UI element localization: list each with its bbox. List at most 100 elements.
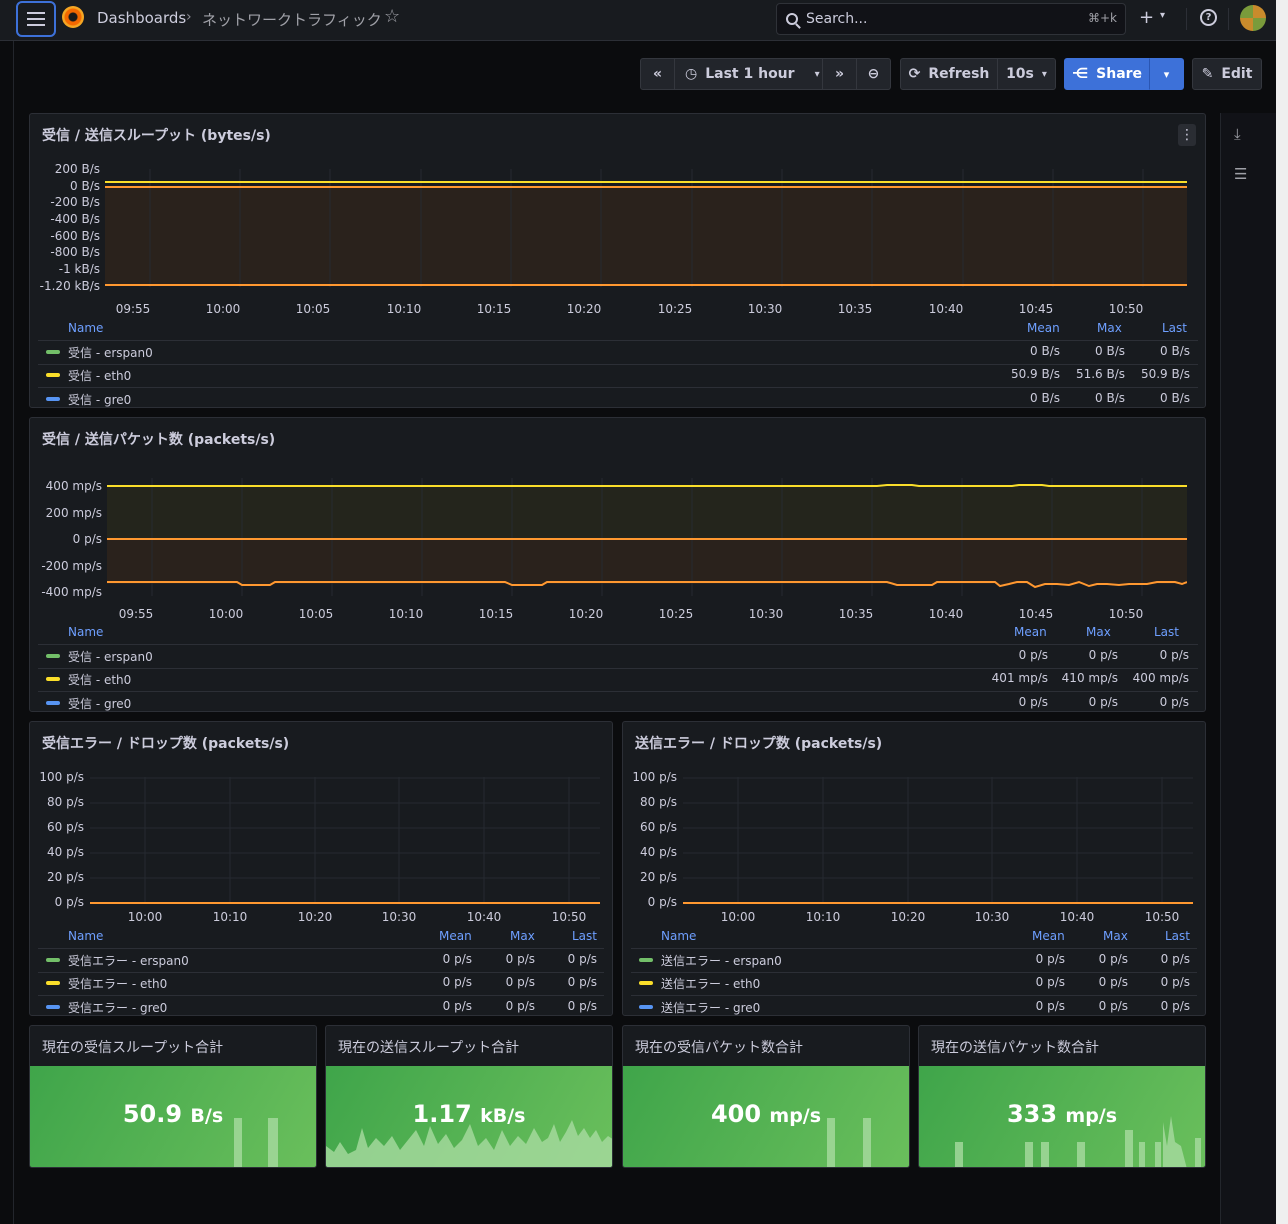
sparkline (234, 1118, 278, 1167)
y-tick: 60 p/s (640, 820, 677, 834)
stat-value: 400 mp/s (710, 1100, 822, 1128)
edit-button[interactable]: ✎ Edit (1192, 58, 1262, 90)
legend-mean: 0 p/s (1035, 952, 1065, 966)
y-tick: -400 B/s (50, 212, 100, 226)
legend-header-last[interactable]: Last (1154, 625, 1179, 639)
time-forward-button[interactable]: » (822, 58, 857, 90)
outline-list-icon[interactable]: ☰ (1234, 165, 1248, 183)
search-placeholder: Search... (806, 11, 868, 27)
timeseries-plot (107, 478, 1187, 596)
chevron-down-icon[interactable]: ▾ (1160, 10, 1166, 21)
legend-header-max[interactable]: Max (1086, 625, 1111, 639)
refresh-interval-picker[interactable]: 10s ▾ (997, 58, 1056, 90)
legend-last: 0 B/s (1160, 391, 1190, 405)
legend-header-name[interactable]: Name (68, 321, 104, 335)
x-tick: 10:50 (1108, 302, 1144, 316)
stat-body: 333 mp/s (919, 1066, 1205, 1167)
legend-header-max[interactable]: Max (1097, 321, 1122, 335)
x-tick: 10:40 (928, 302, 964, 316)
stat-tx-throughput: 現在の送信スループット合計 1.17 kB/s (325, 1025, 613, 1168)
x-tick: 09:55 (115, 302, 151, 316)
legend-item-name[interactable]: 受信エラー - gre0 (68, 1001, 168, 1015)
legend-swatch (46, 1005, 60, 1009)
help-icon[interactable]: ? (1200, 9, 1217, 26)
y-tick: 100 p/s (632, 770, 677, 784)
divider (38, 340, 1198, 341)
chevron-down-icon: ▾ (814, 68, 820, 80)
legend-swatch (46, 981, 60, 985)
refresh-icon: ⟳ (908, 66, 921, 82)
avatar[interactable] (1240, 5, 1266, 31)
time-range-picker[interactable]: ◷ Last 1 hour ▾ (674, 58, 823, 90)
y-tick: -600 B/s (50, 229, 100, 243)
stat-title: 現在の受信パケット数合計 (635, 1040, 803, 1056)
legend-swatch (46, 350, 60, 354)
legend-item-name[interactable]: 受信 - eth0 (68, 369, 132, 383)
zoom-out-icon[interactable]: ⊖ (856, 58, 891, 90)
legend-header-max[interactable]: Max (510, 929, 535, 943)
refresh-button[interactable]: ⟳ Refresh (900, 58, 998, 90)
plus-icon[interactable]: + (1139, 7, 1155, 28)
window-edge (1276, 0, 1288, 1224)
legend-header-name[interactable]: Name (68, 929, 104, 943)
x-tick: 10:45 (1018, 607, 1054, 621)
legend-header-mean[interactable]: Mean (439, 929, 472, 943)
legend-header-mean[interactable]: Mean (1027, 321, 1060, 335)
legend-header-name[interactable]: Name (68, 625, 104, 639)
x-tick: 10:45 (1018, 302, 1054, 316)
divider (38, 668, 1198, 669)
legend-item-name[interactable]: 受信エラー - eth0 (68, 977, 168, 991)
legend-last: 400 mp/s (1132, 671, 1189, 685)
panel-rx-errors: 受信エラー / ドロップ数 (packets/s) 100 p/s 80 p/s… (29, 721, 613, 1016)
legend-item-name[interactable]: 受信 - eth0 (68, 673, 132, 687)
x-tick: 10:10 (388, 607, 424, 621)
export-icon[interactable]: ⤓ (1234, 125, 1241, 143)
legend-item-name[interactable]: 受信エラー - erspan0 (68, 954, 189, 968)
legend-header-last[interactable]: Last (1165, 929, 1190, 943)
star-icon[interactable]: ☆ (384, 6, 401, 27)
legend-item-name[interactable]: 受信 - erspan0 (68, 650, 153, 664)
legend-header-mean[interactable]: Mean (1014, 625, 1047, 639)
legend-header-name[interactable]: Name (661, 929, 697, 943)
y-tick: 80 p/s (640, 795, 677, 809)
share-button[interactable]: ⋲ Share (1064, 58, 1150, 90)
legend-mean: 401 mp/s (991, 671, 1048, 685)
panel-menu-icon[interactable]: ⋮ (1178, 124, 1196, 146)
legend-item-name[interactable]: 受信 - erspan0 (68, 346, 153, 360)
legend-item-name[interactable]: 送信エラー - eth0 (661, 977, 761, 991)
legend-item-name[interactable]: 送信エラー - gre0 (661, 1001, 761, 1015)
x-tick: 10:15 (476, 302, 512, 316)
legend-mean: 0 p/s (1035, 975, 1065, 989)
divider (38, 972, 604, 973)
legend-header-last[interactable]: Last (572, 929, 597, 943)
breadcrumb-separator: › (186, 9, 192, 25)
x-tick: 10:35 (838, 607, 874, 621)
legend-max: 0 p/s (1098, 975, 1128, 989)
share-menu-button[interactable]: ▾ (1149, 58, 1184, 90)
legend-header-mean[interactable]: Mean (1032, 929, 1065, 943)
legend-item-name[interactable]: 受信 - gre0 (68, 697, 132, 711)
breadcrumb-dashboards[interactable]: Dashboards (97, 9, 187, 27)
legend-swatch (46, 654, 60, 658)
sparkline (326, 1120, 612, 1167)
divider (631, 948, 1197, 949)
legend-last: 0 p/s (567, 952, 597, 966)
grafana-logo-icon[interactable] (62, 6, 84, 28)
search-shortcut: ⌘+k (1087, 11, 1117, 25)
chevron-down-icon: ▾ (1163, 67, 1170, 81)
legend-swatch (46, 701, 60, 705)
x-tick: 10:40 (928, 607, 964, 621)
time-back-button[interactable]: « (640, 58, 675, 90)
menu-toggle-button[interactable] (16, 1, 56, 37)
legend-item-name[interactable]: 送信エラー - erspan0 (661, 954, 782, 968)
legend-swatch (639, 981, 653, 985)
stat-value: 50.9 B/s (122, 1100, 224, 1128)
y-tick: -1 kB/s (58, 262, 100, 276)
legend-header-last[interactable]: Last (1162, 321, 1187, 335)
sparkline (955, 1116, 1201, 1167)
time-range-label: Last 1 hour (705, 66, 795, 82)
search-input[interactable]: Search... ⌘+k (776, 3, 1126, 35)
legend-header-max[interactable]: Max (1103, 929, 1128, 943)
x-tick: 10:10 (386, 302, 422, 316)
legend-item-name[interactable]: 受信 - gre0 (68, 393, 132, 407)
